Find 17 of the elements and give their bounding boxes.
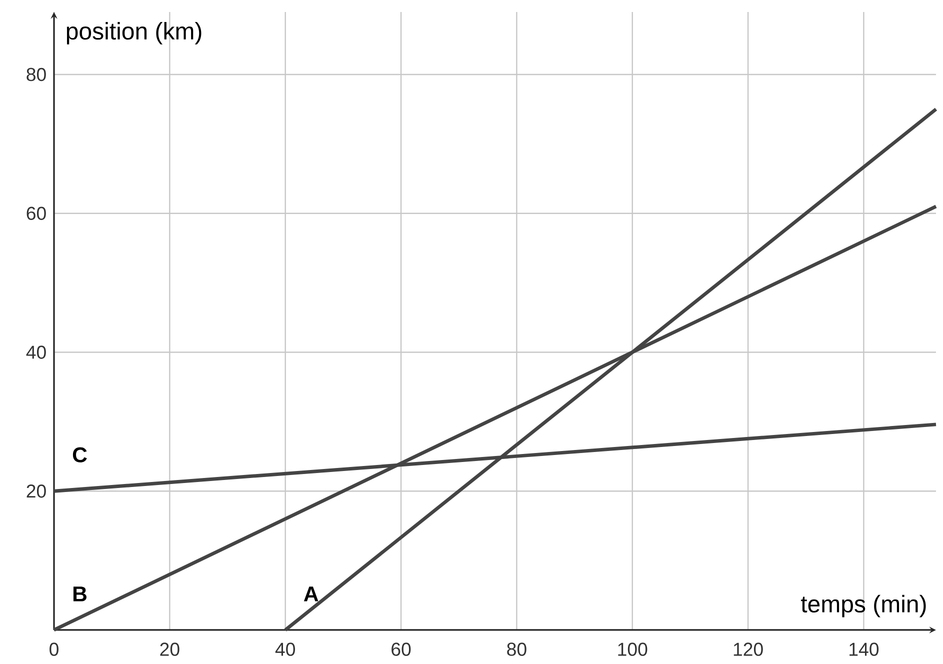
x-tick-label: 100 — [618, 642, 648, 656]
y-axis-title: position (km) — [66, 22, 202, 44]
x-axis-title: temps (min) — [800, 594, 926, 618]
series-label: C — [72, 447, 87, 462]
y-tick-label: 20 — [26, 484, 46, 498]
x-tick-label: 40 — [275, 642, 296, 656]
x-tick-label: 120 — [734, 642, 763, 656]
series-label: A — [304, 586, 318, 602]
y-tick-label: 40 — [26, 346, 46, 359]
x-tick-label: 20 — [160, 642, 180, 656]
y-tick-label: 80 — [26, 68, 46, 82]
x-tick-label: 80 — [507, 642, 526, 656]
series-label: B — [73, 586, 86, 602]
x-tick-label: 60 — [392, 642, 411, 656]
y-tick-label: 60 — [26, 206, 46, 220]
x-tick-label: 0 — [50, 642, 58, 656]
x-tick-label: 140 — [850, 642, 879, 656]
